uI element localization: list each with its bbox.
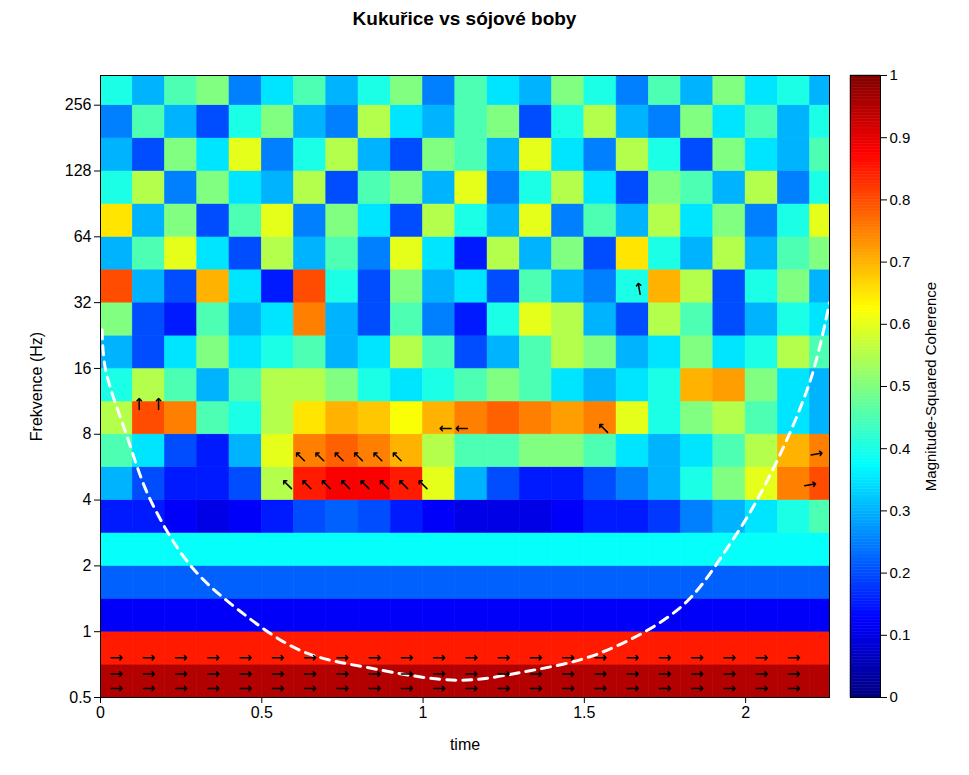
svg-text:1: 1	[419, 704, 428, 721]
svg-text:0.5: 0.5	[69, 689, 91, 706]
svg-text:0: 0	[890, 688, 898, 705]
svg-text:64: 64	[74, 228, 92, 245]
svg-text:0.4: 0.4	[890, 440, 911, 457]
svg-text:Magnitude-Squared Coherence: Magnitude-Squared Coherence	[922, 282, 939, 491]
html-text:Kukuřice vs sójové boby: Kukuřice vs sójové boby	[352, 8, 577, 29]
svg-text:0.3: 0.3	[890, 502, 911, 519]
svg-text:0.9: 0.9	[890, 129, 911, 146]
svg-text:32: 32	[74, 294, 92, 311]
svg-text:256: 256	[65, 96, 92, 113]
svg-text:Frekvence (Hz): Frekvence (Hz)	[28, 332, 45, 441]
svg-text:0: 0	[96, 704, 105, 721]
svg-text:4: 4	[83, 491, 92, 508]
svg-text:0.1: 0.1	[890, 626, 911, 643]
svg-text:1: 1	[83, 623, 92, 640]
svg-text:128: 128	[65, 162, 92, 179]
svg-text:0.5: 0.5	[890, 377, 911, 394]
svg-text:0.2: 0.2	[890, 564, 911, 581]
svg-text:0.8: 0.8	[890, 191, 911, 208]
svg-text:2: 2	[741, 704, 750, 721]
svg-text:1.5: 1.5	[573, 704, 595, 721]
svg-text:0.6: 0.6	[890, 315, 911, 332]
svg-text:8: 8	[83, 425, 92, 442]
svg-text:16: 16	[74, 360, 92, 377]
svg-text:0.5: 0.5	[251, 704, 273, 721]
svg-text:2: 2	[83, 557, 92, 574]
svg-text:1: 1	[890, 66, 898, 83]
svg-text:time: time	[450, 736, 480, 753]
svg-text:0.7: 0.7	[890, 253, 911, 270]
